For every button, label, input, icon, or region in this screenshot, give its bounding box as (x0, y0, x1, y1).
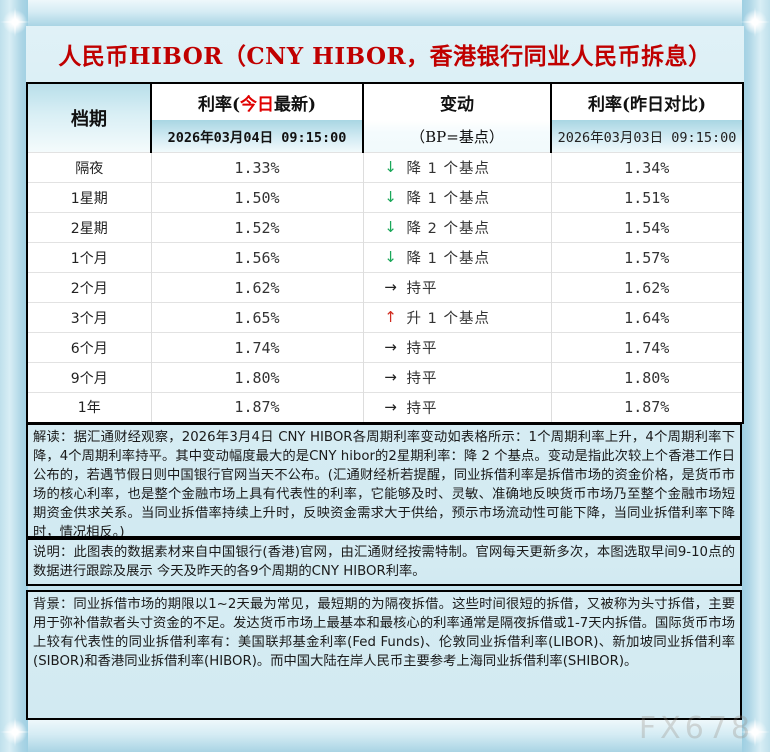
cell-rate-today: 1.56% (151, 242, 363, 273)
cell-rate-yesterday: 1.34% (551, 152, 743, 183)
decorative-top-border (0, 0, 770, 26)
cell-rate-today: 1.33% (151, 152, 363, 183)
content-area: 人民币HIBOR（CNY HIBOR，香港银行同业人民币拆息） 档期 利率(今日… (26, 26, 744, 720)
cell-rate-yesterday: 1.64% (551, 302, 743, 333)
table-row: 1星期 1.50% ↓ 降 1 个基点 1.51% (27, 182, 743, 213)
rate-today-suffix: 最新) (274, 94, 317, 115)
cell-change: → 持平 (362, 362, 552, 393)
arrow-up-icon: ↑ (384, 308, 397, 326)
change-label: 持平 (406, 281, 438, 297)
column-subheader-change-unit: （BP=基点） (363, 120, 552, 153)
cell-rate-today: 1.62% (151, 272, 363, 303)
column-header-rate-yesterday: 利率(昨日对比) (551, 83, 743, 120)
arrow-down-icon: ↓ (384, 218, 397, 236)
table-row: 1年 1.87% → 持平 1.87% (27, 392, 743, 423)
column-header-change: 变动 (363, 83, 552, 120)
arrow-flat-icon: → (384, 368, 397, 386)
cell-rate-yesterday: 1.80% (551, 362, 743, 393)
cell-change: ↓ 降 1 个基点 (362, 152, 552, 183)
arrow-down-icon: ↓ (384, 158, 397, 176)
table-body: 隔夜 1.33% ↓ 降 1 个基点 1.34% 1星期 1.50% ↓ 降 1 个基点 1.51… (27, 152, 743, 423)
cell-term: 2个月 (27, 272, 152, 303)
change-label: 降 1 个基点 (406, 251, 490, 267)
cell-rate-today: 1.52% (151, 212, 363, 243)
cell-rate-yesterday: 1.74% (551, 332, 743, 363)
decorative-bottom-border (0, 720, 770, 752)
cell-rate-today: 1.87% (151, 392, 363, 423)
change-label: 升 1 个基点 (406, 311, 490, 327)
note-background: 背景：同业拆借市场的期限以1~2天最为常见，最短期的为隔夜拆借。这些时间很短的拆… (26, 590, 742, 720)
cell-rate-today: 1.74% (151, 332, 363, 363)
sparkle-icon (0, 715, 32, 749)
cell-change: ↓ 降 1 个基点 (362, 182, 552, 213)
change-label: 持平 (406, 371, 438, 387)
cell-term: 2星期 (27, 212, 152, 243)
cell-change: ↓ 降 2 个基点 (362, 212, 552, 243)
table-head: 档期 利率(今日最新) 变动 利率(昨日对比) 2026年03月04日 09:1… (27, 83, 743, 153)
change-label: 降 2 个基点 (406, 221, 490, 237)
change-label: 持平 (406, 400, 438, 417)
cell-rate-yesterday: 1.57% (551, 242, 743, 273)
column-subheader-today-datetime: 2026年03月04日 09:15:00 (151, 120, 364, 153)
sparkle-icon (0, 5, 32, 39)
table-row: 9个月 1.80% → 持平 1.80% (27, 362, 743, 393)
cell-change: ↓ 降 1 个基点 (362, 242, 552, 273)
rate-today-prefix: 利率( (197, 94, 240, 115)
cell-term: 1年 (27, 392, 152, 423)
cell-term: 1个月 (27, 242, 152, 273)
table-row: 隔夜 1.33% ↓ 降 1 个基点 1.34% (27, 152, 743, 183)
cell-change: ↑ 升 1 个基点 (362, 302, 552, 333)
note-description: 说明：此图表的数据素材来自中国银行(香港)官网，由汇通财经按需特制。官网每天更新… (26, 538, 742, 586)
cell-term: 9个月 (27, 362, 152, 393)
table-row: 6个月 1.74% → 持平 1.74% (27, 332, 743, 363)
cell-change: → 持平 (362, 332, 552, 363)
page-title: 人民币HIBOR（CNY HIBOR，香港银行同业人民币拆息） (58, 43, 712, 70)
decorative-right-border (742, 0, 770, 752)
cell-rate-yesterday: 1.54% (551, 212, 743, 243)
cell-change: → 持平 (362, 392, 552, 423)
column-header-term: 档期 (27, 83, 152, 153)
arrow-flat-icon: → (384, 278, 397, 296)
arrow-down-icon: ↓ (384, 248, 397, 266)
column-header-rate-today: 利率(今日最新) (151, 83, 364, 120)
arrow-down-icon: ↓ (384, 188, 397, 206)
cell-term: 1星期 (27, 182, 152, 213)
title-band: 人民币HIBOR（CNY HIBOR，香港银行同业人民币拆息） (26, 26, 744, 82)
cell-term: 3个月 (27, 302, 152, 333)
change-label: 持平 (406, 341, 438, 357)
change-label: 降 1 个基点 (406, 191, 490, 207)
table-row: 1个月 1.56% ↓ 降 1 个基点 1.57% (27, 242, 743, 273)
change-label: 降 1 个基点 (406, 161, 490, 177)
rate-today-highlight: 今日 (240, 94, 274, 115)
decorative-left-border (0, 0, 28, 752)
cell-term: 隔夜 (27, 152, 152, 183)
sparkle-icon (738, 715, 770, 749)
cell-rate-today: 1.65% (151, 302, 363, 333)
arrow-flat-icon: → (384, 338, 397, 356)
column-subheader-yesterday-datetime: 2026年03月03日 09:15:00 (551, 120, 743, 153)
cell-rate-yesterday: 1.51% (551, 182, 743, 213)
note-reading: 解读：据汇通财经观察，2026年3月4日 CNY HIBOR各周期利率变动如表格… (26, 423, 742, 538)
table-row: 3个月 1.65% ↑ 升 1 个基点 1.64% (27, 302, 743, 333)
cell-change: → 持平 (362, 272, 552, 303)
cell-rate-today: 1.80% (151, 362, 363, 393)
cell-rate-yesterday: 1.87% (551, 392, 743, 423)
cell-rate-yesterday: 1.62% (551, 272, 743, 303)
cell-term: 6个月 (27, 332, 152, 363)
arrow-flat-icon: → (384, 397, 397, 416)
table-row: 2星期 1.52% ↓ 降 2 个基点 1.54% (27, 212, 743, 243)
table-row: 2个月 1.62% → 持平 1.62% (27, 272, 743, 303)
cell-rate-today: 1.50% (151, 182, 363, 213)
hibor-rate-table: 档期 利率(今日最新) 变动 利率(昨日对比) 2026年03月04日 09:1… (26, 82, 744, 424)
